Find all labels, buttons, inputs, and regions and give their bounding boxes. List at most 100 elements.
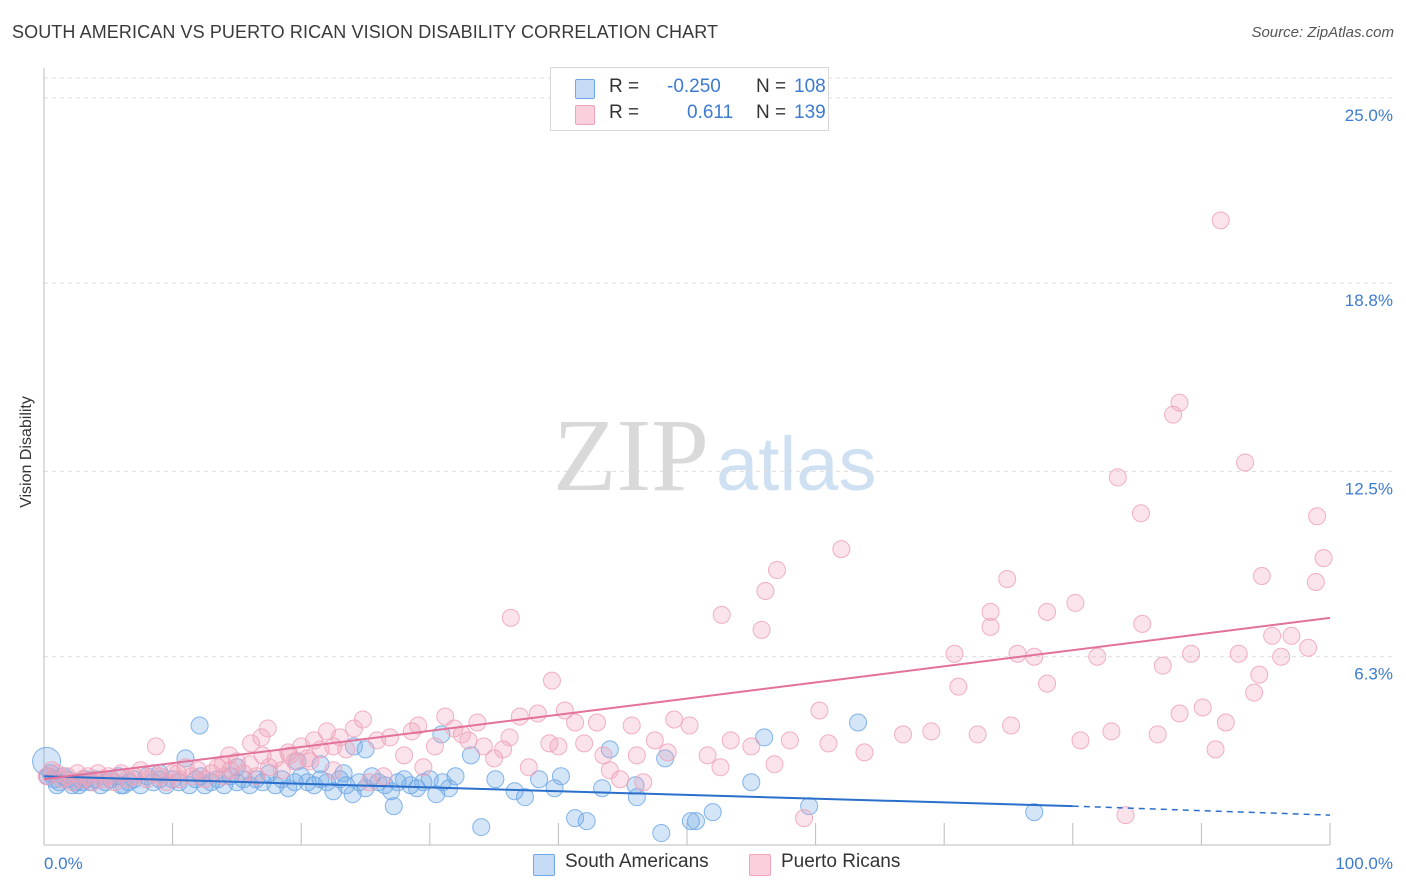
data-point bbox=[566, 713, 585, 732]
data-point bbox=[374, 767, 393, 786]
data-point bbox=[510, 707, 529, 726]
bottom-legend-swatch-blue bbox=[533, 854, 555, 876]
bottom-legend-label: Puerto Ricans bbox=[781, 851, 901, 872]
data-point bbox=[922, 722, 941, 741]
y-tick-label: 6.3% bbox=[1354, 665, 1393, 684]
trend-line-extension bbox=[1072, 805, 1331, 816]
data-point bbox=[240, 755, 259, 774]
data-point bbox=[1236, 453, 1255, 472]
data-point bbox=[752, 620, 771, 639]
data-point bbox=[1252, 567, 1271, 586]
data-point bbox=[505, 782, 524, 801]
data-point bbox=[414, 758, 433, 777]
trend-lines bbox=[43, 616, 1331, 816]
data-point bbox=[1164, 405, 1183, 424]
data-point bbox=[247, 767, 266, 786]
data-point bbox=[795, 809, 814, 828]
data-point bbox=[409, 716, 428, 735]
data-point bbox=[1314, 549, 1333, 568]
data-point bbox=[515, 788, 534, 807]
data-point bbox=[446, 767, 465, 786]
data-point bbox=[1133, 614, 1152, 633]
watermark-zip: ZIP bbox=[553, 398, 709, 513]
data-point bbox=[436, 707, 455, 726]
data-point bbox=[474, 737, 493, 756]
data-point bbox=[94, 770, 113, 789]
data-point bbox=[334, 764, 353, 783]
data-point bbox=[542, 671, 561, 690]
data-point bbox=[494, 740, 513, 759]
data-point bbox=[519, 758, 538, 777]
chart-title: SOUTH AMERICAN VS PUERTO RICAN VISION DI… bbox=[12, 22, 719, 42]
data-point bbox=[425, 737, 444, 756]
data-point bbox=[855, 743, 874, 762]
data-point bbox=[577, 812, 596, 831]
data-point bbox=[742, 773, 761, 792]
data-point bbox=[324, 761, 343, 780]
data-point bbox=[528, 704, 547, 723]
data-point bbox=[1038, 602, 1057, 621]
data-point bbox=[545, 779, 564, 798]
data-point bbox=[1250, 665, 1269, 684]
data-point bbox=[146, 737, 165, 756]
data-point bbox=[1272, 647, 1291, 666]
data-point bbox=[1211, 211, 1230, 230]
x-tick-labels: 0.0% 100.0% bbox=[44, 854, 1393, 873]
data-point bbox=[768, 561, 787, 580]
data-point bbox=[600, 761, 619, 780]
data-point bbox=[280, 746, 299, 765]
data-point bbox=[78, 767, 97, 786]
data-point bbox=[575, 734, 594, 753]
data-point bbox=[353, 710, 372, 729]
legend-n-label: N = bbox=[756, 102, 787, 123]
data-point bbox=[810, 701, 829, 720]
correlation-legend: R = -0.250 N = 108 R = 0.611 N = 139 bbox=[550, 67, 829, 131]
data-point bbox=[1102, 722, 1121, 741]
data-point bbox=[540, 734, 559, 753]
data-point bbox=[1002, 716, 1021, 735]
y-tick-labels: 6.3% 12.5% 18.8% 25.0% bbox=[1345, 106, 1393, 684]
data-point bbox=[1193, 698, 1212, 717]
data-point bbox=[698, 746, 717, 765]
data-point bbox=[384, 797, 403, 816]
data-point bbox=[252, 728, 271, 747]
data-point bbox=[298, 749, 317, 768]
data-point bbox=[1299, 638, 1318, 657]
data-point bbox=[1182, 644, 1201, 663]
watermark-atlas: atlas bbox=[716, 422, 877, 507]
data-point bbox=[832, 540, 851, 559]
data-point bbox=[500, 728, 519, 747]
data-point bbox=[755, 728, 774, 747]
legend-swatch-pink bbox=[575, 105, 595, 125]
data-point bbox=[594, 746, 613, 765]
legend-n-value: 139 bbox=[794, 102, 826, 123]
data-point bbox=[587, 713, 606, 732]
data-point bbox=[645, 731, 664, 750]
data-point bbox=[1308, 507, 1327, 526]
data-point bbox=[258, 719, 277, 738]
data-point bbox=[721, 731, 740, 750]
data-point bbox=[486, 770, 505, 789]
data-point bbox=[756, 581, 775, 600]
data-point bbox=[530, 770, 549, 789]
data-point bbox=[1148, 725, 1167, 744]
data-point bbox=[272, 761, 291, 780]
bottom-legend-label: South Americans bbox=[565, 851, 709, 872]
data-point bbox=[703, 803, 722, 822]
data-point bbox=[1108, 468, 1127, 487]
data-point bbox=[945, 644, 964, 663]
axes bbox=[43, 68, 1331, 846]
data-point bbox=[611, 770, 630, 789]
data-point bbox=[501, 608, 520, 627]
data-point bbox=[468, 713, 487, 732]
data-point bbox=[1025, 803, 1044, 822]
data-point bbox=[819, 734, 838, 753]
data-point bbox=[622, 716, 641, 735]
y-tick-label: 18.8% bbox=[1345, 291, 1393, 310]
data-point bbox=[998, 570, 1017, 589]
legend-r-label: R = bbox=[609, 76, 640, 97]
data-point bbox=[1245, 683, 1264, 702]
data-point bbox=[1008, 644, 1027, 663]
legend-r-value: 0.611 bbox=[687, 102, 734, 123]
